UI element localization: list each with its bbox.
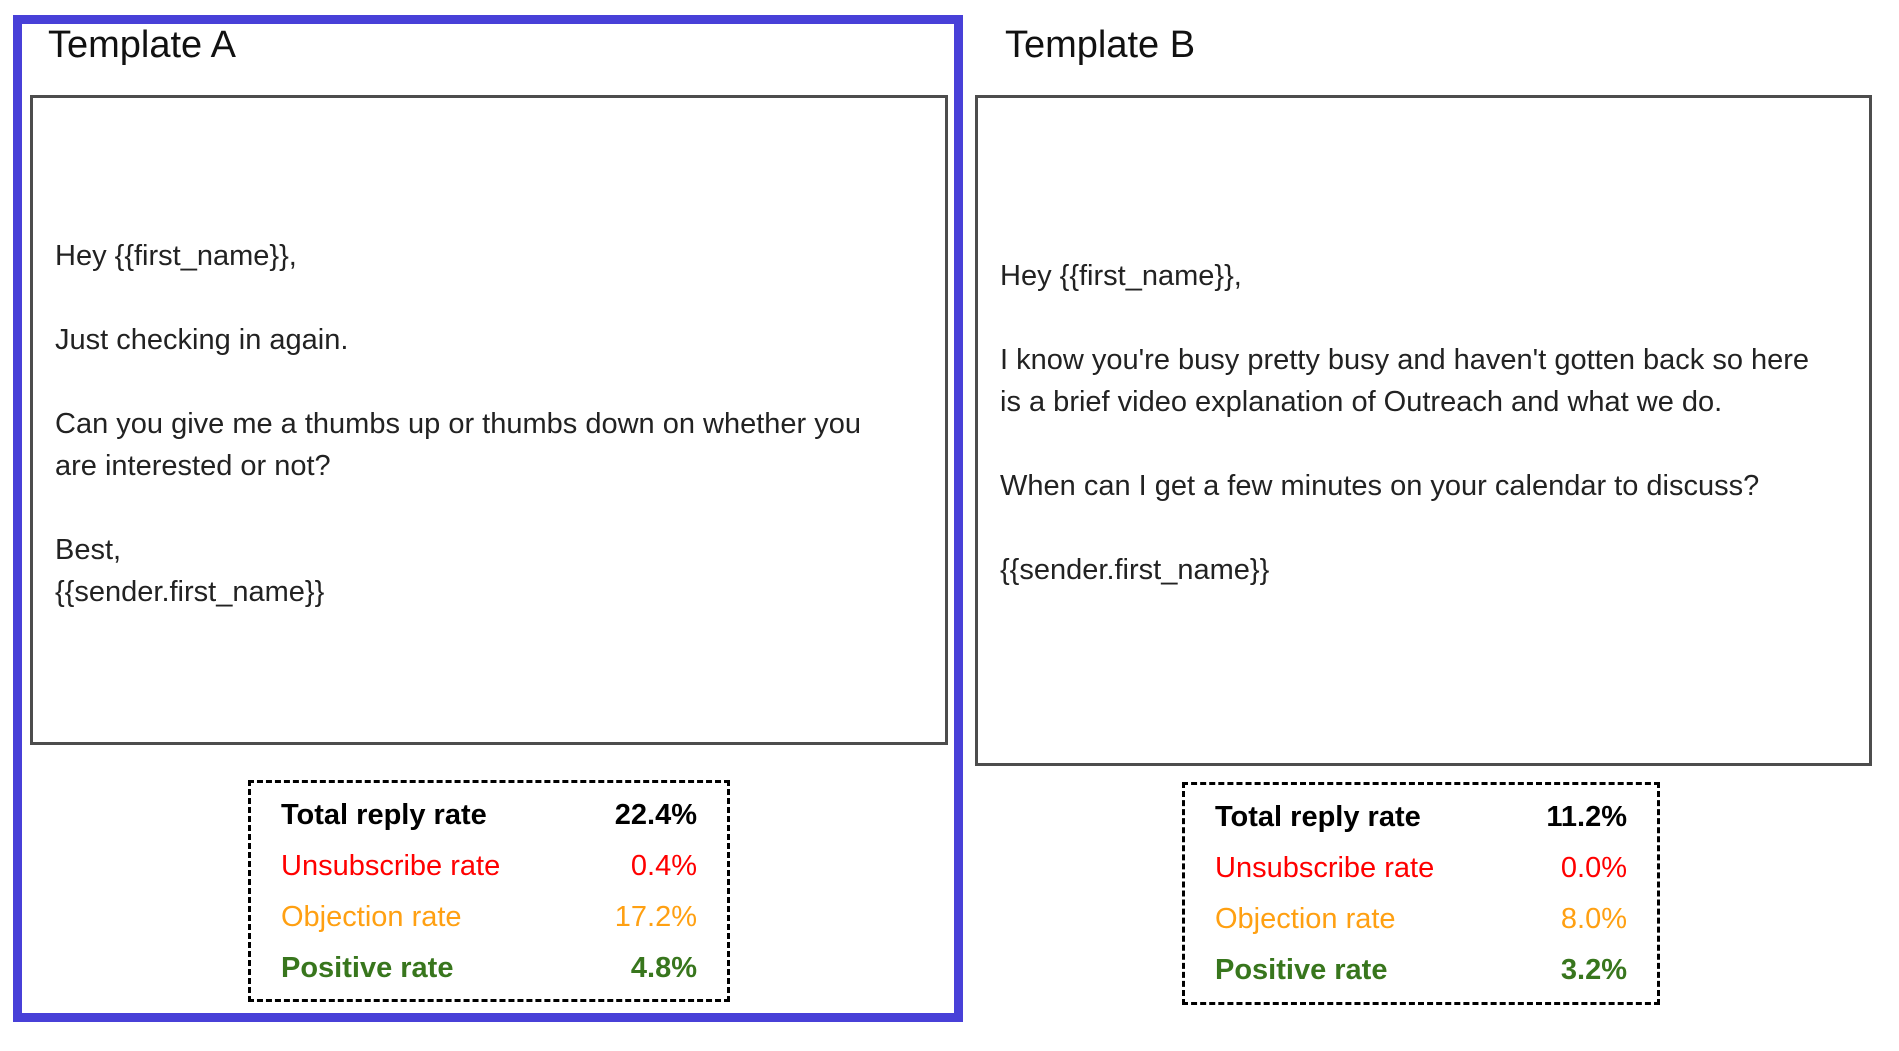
stat-value: 0.4%: [630, 849, 697, 882]
template-a-email-body: Hey {{first_name}}, Just checking in aga…: [55, 240, 862, 608]
stat-value: 3.2%: [1560, 954, 1627, 987]
stat-value: 8.0%: [1560, 903, 1627, 936]
stat-label: Total reply rate: [281, 798, 487, 831]
template-b-email-preview[interactable]: Hey {{first_name}}, I know you're busy p…: [975, 95, 1872, 766]
stat-row-total-reply-rate: Total reply rate 11.2%: [1215, 801, 1627, 833]
template-a-title: Template A: [48, 24, 236, 66]
stat-row-unsubscribe-rate: Unsubscribe rate 0.4%: [281, 850, 697, 882]
stat-value: 11.2%: [1546, 800, 1627, 833]
stat-row-positive-rate: Positive rate 3.2%: [1215, 954, 1627, 986]
stat-label: Unsubscribe rate: [1215, 851, 1435, 884]
stat-value: 4.8%: [630, 951, 697, 984]
stat-label: Objection rate: [281, 900, 462, 933]
template-b-title: Template B: [1005, 24, 1196, 66]
template-b-email-body: Hey {{first_name}}, I know you're busy p…: [1000, 260, 1810, 586]
stat-label: Positive rate: [281, 951, 454, 984]
stat-row-total-reply-rate: Total reply rate 22.4%: [281, 799, 697, 831]
stat-label: Objection rate: [1215, 903, 1396, 936]
stat-label: Positive rate: [1215, 954, 1388, 987]
stat-row-unsubscribe-rate: Unsubscribe rate 0.0%: [1215, 852, 1627, 884]
stat-value: 0.0%: [1560, 851, 1627, 884]
stat-value: 22.4%: [614, 798, 697, 831]
stat-row-positive-rate: Positive rate 4.8%: [281, 952, 697, 984]
stat-label: Unsubscribe rate: [281, 849, 501, 882]
template-a-stats-box: Total reply rate 22.4% Unsubscribe rate …: [248, 780, 730, 1002]
template-b-stats-box: Total reply rate 11.2% Unsubscribe rate …: [1182, 782, 1660, 1005]
template-a-email-preview[interactable]: Hey {{first_name}}, Just checking in aga…: [30, 95, 948, 745]
stat-row-objection-rate: Objection rate 17.2%: [281, 901, 697, 933]
stat-row-objection-rate: Objection rate 8.0%: [1215, 903, 1627, 935]
stat-label: Total reply rate: [1215, 800, 1421, 833]
stat-value: 17.2%: [614, 900, 697, 933]
